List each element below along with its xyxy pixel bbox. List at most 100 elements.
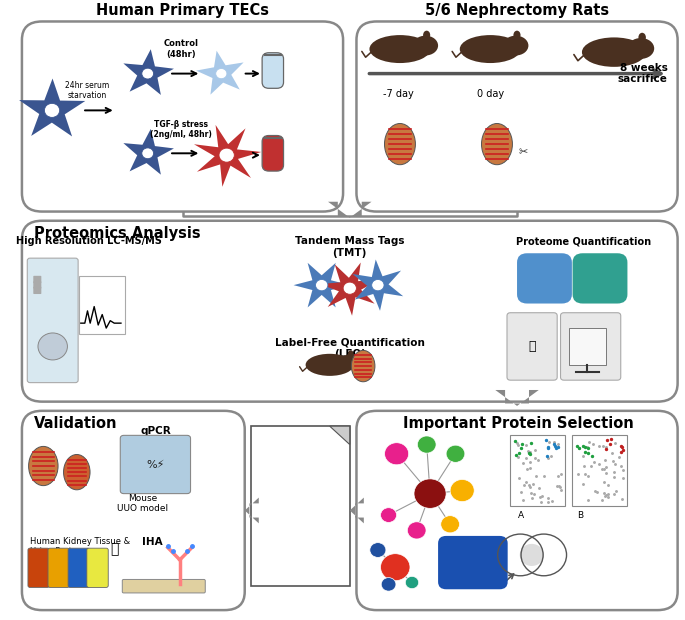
Point bbox=[552, 442, 563, 452]
Point bbox=[577, 451, 588, 461]
Polygon shape bbox=[194, 125, 261, 187]
Circle shape bbox=[381, 508, 397, 523]
Point bbox=[522, 446, 533, 456]
Circle shape bbox=[38, 333, 67, 360]
Polygon shape bbox=[329, 426, 350, 445]
Polygon shape bbox=[19, 79, 85, 136]
Polygon shape bbox=[353, 259, 403, 311]
Point bbox=[556, 485, 566, 495]
Text: TUFM: TUFM bbox=[279, 501, 312, 514]
Point bbox=[594, 459, 605, 469]
Point bbox=[572, 469, 583, 479]
Ellipse shape bbox=[412, 36, 438, 55]
Point bbox=[517, 495, 528, 505]
Circle shape bbox=[142, 148, 153, 159]
Text: Tandem Mass Tags
(TMT): Tandem Mass Tags (TMT) bbox=[295, 236, 405, 258]
Circle shape bbox=[446, 445, 465, 463]
Text: 🔍: 🔍 bbox=[528, 340, 536, 353]
Point bbox=[543, 497, 553, 507]
Point bbox=[573, 443, 584, 453]
Point bbox=[583, 448, 594, 458]
Point bbox=[587, 451, 598, 461]
Point bbox=[525, 446, 536, 456]
Point bbox=[586, 461, 597, 471]
Point bbox=[553, 440, 564, 450]
Point bbox=[616, 442, 627, 452]
Text: Control
(48hr): Control (48hr) bbox=[164, 40, 199, 59]
Ellipse shape bbox=[306, 354, 353, 376]
Point bbox=[519, 480, 530, 490]
Ellipse shape bbox=[423, 30, 430, 40]
Point bbox=[543, 436, 554, 446]
Polygon shape bbox=[350, 498, 364, 523]
Text: TGF-β stress
(2ng/ml, 48hr): TGF-β stress (2ng/ml, 48hr) bbox=[150, 120, 212, 140]
FancyBboxPatch shape bbox=[27, 258, 78, 383]
FancyBboxPatch shape bbox=[34, 281, 41, 288]
Point bbox=[605, 434, 616, 444]
Point bbox=[549, 441, 560, 451]
Text: IHA: IHA bbox=[142, 536, 163, 546]
Point bbox=[533, 455, 544, 465]
Circle shape bbox=[370, 542, 386, 557]
Text: -7 day: -7 day bbox=[382, 89, 413, 99]
Text: 5/6 Nephrectomy Rats: 5/6 Nephrectomy Rats bbox=[425, 3, 609, 19]
Point bbox=[609, 489, 620, 499]
Circle shape bbox=[440, 516, 460, 533]
Text: ✂: ✂ bbox=[519, 148, 527, 157]
Point bbox=[516, 443, 527, 453]
FancyBboxPatch shape bbox=[517, 253, 572, 304]
Point bbox=[528, 489, 539, 499]
Point bbox=[550, 443, 561, 453]
Ellipse shape bbox=[482, 123, 512, 165]
Point bbox=[553, 481, 564, 491]
Point bbox=[549, 436, 560, 446]
Point bbox=[546, 497, 557, 507]
Point bbox=[584, 437, 595, 447]
Polygon shape bbox=[495, 390, 539, 406]
Ellipse shape bbox=[348, 350, 353, 357]
Point bbox=[543, 442, 553, 452]
Text: TAGLN: TAGLN bbox=[276, 450, 314, 463]
Point bbox=[531, 471, 542, 481]
Circle shape bbox=[406, 577, 419, 588]
Point bbox=[536, 497, 547, 507]
Ellipse shape bbox=[582, 37, 646, 67]
Point bbox=[592, 487, 603, 497]
FancyBboxPatch shape bbox=[34, 276, 41, 283]
FancyBboxPatch shape bbox=[68, 548, 90, 587]
Text: Important Protein Selection: Important Protein Selection bbox=[403, 416, 634, 431]
Point bbox=[583, 471, 594, 480]
Point bbox=[524, 463, 535, 473]
Circle shape bbox=[520, 544, 544, 566]
Circle shape bbox=[417, 436, 436, 453]
Text: High Resolution LC-MS/MS: High Resolution LC-MS/MS bbox=[16, 236, 162, 246]
Point bbox=[582, 443, 593, 453]
Point bbox=[613, 451, 624, 461]
FancyBboxPatch shape bbox=[87, 548, 108, 587]
FancyBboxPatch shape bbox=[507, 312, 557, 380]
Point bbox=[551, 481, 562, 491]
Text: Q: Q bbox=[551, 285, 560, 294]
Point bbox=[556, 469, 566, 479]
FancyBboxPatch shape bbox=[28, 548, 49, 587]
Point bbox=[543, 493, 553, 503]
Point bbox=[617, 473, 628, 483]
Point bbox=[527, 479, 538, 489]
Circle shape bbox=[382, 578, 396, 591]
Point bbox=[512, 440, 523, 450]
Circle shape bbox=[384, 443, 409, 465]
FancyBboxPatch shape bbox=[560, 312, 621, 380]
Point bbox=[582, 495, 593, 505]
Point bbox=[606, 448, 617, 458]
Point bbox=[540, 435, 551, 445]
Ellipse shape bbox=[29, 446, 58, 485]
Point bbox=[520, 477, 531, 487]
Point bbox=[604, 439, 615, 449]
Text: %⚡: %⚡ bbox=[146, 460, 164, 470]
Text: ACADM: ACADM bbox=[274, 552, 317, 565]
Point bbox=[525, 438, 536, 448]
FancyBboxPatch shape bbox=[262, 136, 284, 171]
FancyBboxPatch shape bbox=[123, 580, 206, 593]
Circle shape bbox=[343, 282, 356, 294]
Ellipse shape bbox=[351, 350, 375, 382]
